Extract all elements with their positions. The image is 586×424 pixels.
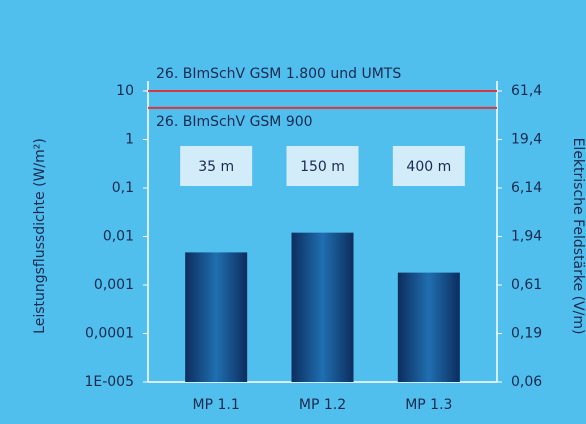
y-axis-label: Leistungsflussdichte (W/m²) [32,138,48,334]
x-tick-label: MP 1.1 [193,397,240,413]
distance-box [286,146,359,186]
y2-tick-label: 6,14 [511,180,542,196]
y2-tick-label: 0,06 [511,374,542,390]
y-tick-label: 0,1 [112,180,134,196]
distance-box [392,146,465,186]
x-tick-label: MP 1.2 [299,397,346,413]
y2-tick-label: 19,4 [511,132,542,148]
y2-tick-label: 61,4 [511,83,542,99]
bar [291,232,354,382]
y2-axis-label: Elektrische Feldstärke (V/m) [570,138,586,335]
y-tick-label: 0,001 [94,277,134,293]
y-tick-label: 0,0001 [85,326,134,342]
y-tick-label: 0,01 [103,229,134,245]
limit-label: 26. BImSchV GSM 1.800 und UMTS [156,66,401,82]
bar [397,272,460,382]
y2-tick-label: 0,19 [511,326,542,342]
bar [185,252,248,382]
x-tick-label: MP 1.3 [405,397,452,413]
distance-box [180,146,253,186]
y-tick-label: 10 [116,83,134,99]
y2-tick-label: 0,61 [511,277,542,293]
distance-label: 400 m [406,159,451,175]
distance-label: 35 m [198,159,234,175]
distance-label: 150 m [300,159,345,175]
y-tick-label: 1 [125,132,134,148]
y-tick-label: 1E-005 [84,374,134,390]
limit-label: 26. BImSchV GSM 900 [156,114,313,130]
y2-tick-label: 1,94 [511,229,542,245]
